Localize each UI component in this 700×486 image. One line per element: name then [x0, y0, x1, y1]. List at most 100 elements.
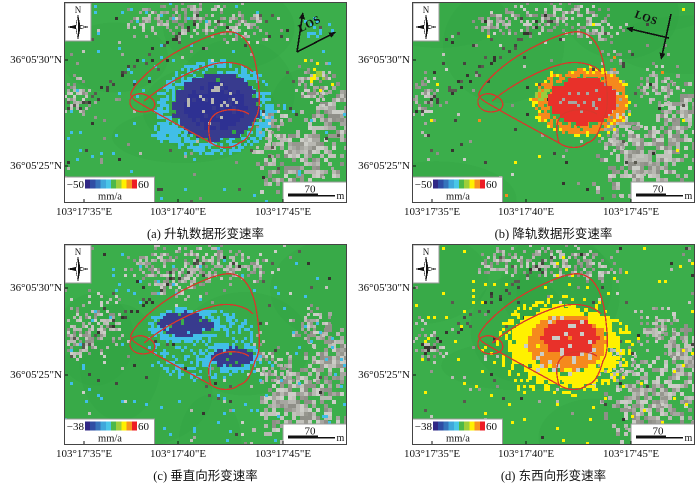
colorbar-strip: [474, 421, 480, 431]
lon-label: 103°17'35"E: [403, 448, 461, 460]
colorbar-strip: [100, 421, 106, 431]
colorbar-strip: [121, 421, 127, 431]
colorbar-strip: [100, 179, 106, 189]
colorbar-strip: [121, 179, 127, 189]
colorbar-strip: [459, 179, 465, 189]
colorbar-strip: [116, 421, 122, 431]
colorbar-strip: [105, 179, 111, 189]
lat-label: 36°05'30"N: [358, 282, 410, 294]
colorbar-strip: [126, 179, 132, 189]
svg-text:70: 70: [305, 184, 317, 196]
colorbar-strip: [90, 179, 96, 189]
landslide-outline: [477, 273, 609, 391]
panel-descending: 36°05'30"N 36°05'25"N N LOS −50 60 mm/a 70 m 1…: [358, 2, 695, 264]
colorbar-strip: [453, 179, 459, 189]
colorbar-strip: [85, 421, 91, 431]
colorbar-strip: [105, 421, 111, 431]
svg-text:mm/a: mm/a: [98, 192, 122, 203]
colorbar-strip: [464, 421, 470, 431]
colorbar-strip: [443, 179, 449, 189]
scalebar: 70m: [630, 181, 695, 203]
colorbar-strip: [90, 421, 96, 431]
map-border: [64, 244, 347, 445]
terrain: [412, 2, 695, 203]
colorbar-strip: [479, 179, 485, 189]
compass-icon: N: [412, 2, 440, 42]
svg-text:N: N: [75, 5, 82, 15]
colorbar-strip: [448, 179, 454, 189]
panel-caption: (a) 升轨数据形变速率: [147, 227, 264, 241]
lon-label: 103°17'40"E: [497, 448, 555, 460]
svg-text:m: m: [337, 191, 345, 202]
colorbar-strip: [111, 179, 117, 189]
colorbar-strip: [433, 421, 439, 431]
terrain: [412, 244, 695, 445]
colorbar-strip: [126, 421, 132, 431]
colorbar-strip: [85, 179, 91, 189]
colorbar-strip: [111, 421, 117, 431]
colorbar: −50 60 mm/a: [64, 176, 155, 203]
colorbar-strip: [131, 421, 137, 431]
lon-label: 103°17'45"E: [602, 206, 660, 218]
colorbar-strip: [116, 179, 122, 189]
colorbar-strip: [464, 179, 470, 189]
lat-label: 36°05'25"N: [358, 369, 410, 381]
colorbar-strip: [469, 179, 475, 189]
lat-label: 36°05'30"N: [10, 54, 62, 66]
lon-label: 103°17'40"E: [497, 206, 555, 218]
panel-caption: (d) 东西向形变速率: [500, 469, 607, 483]
lon-label: 103°17'45"E: [602, 448, 660, 460]
panel-caption: (c) 垂直向形变速率: [153, 469, 258, 483]
lon-label: 103°17'35"E: [403, 206, 461, 218]
panel-ascending: 36°05'30"N 36°05'25"N N LOS −50 60 mm/a 70 m 1…: [10, 2, 347, 264]
lon-label: 103°17'45"E: [254, 448, 312, 460]
landslide-outline: [129, 31, 261, 149]
panel-caption: (b) 降轨数据形变速率: [494, 227, 613, 241]
lat-label: 36°05'25"N: [10, 369, 62, 381]
colorbar-strip: [443, 421, 449, 431]
map-border: [412, 2, 695, 203]
compass-icon: N: [64, 244, 92, 284]
lat-label: 36°05'25"N: [358, 160, 410, 172]
scalebar: 70m: [282, 423, 347, 445]
colorbar-strip: [438, 179, 444, 189]
colorbar-strip: [95, 421, 101, 431]
lat-label: 36°05'30"N: [10, 282, 62, 294]
lon-label: 103°17'40"E: [149, 448, 207, 460]
colorbar-strip: [474, 179, 480, 189]
panel-eastwest: 36°05'30"N 36°05'25"N N −38 60 mm/a 70 m 103°…: [358, 244, 695, 486]
lon-label: 103°17'35"E: [55, 206, 113, 218]
colorbar-strip: [479, 421, 485, 431]
panel-vertical: 36°05'30"N 36°05'25"N N −38 60 mm/a 70 m 103°…: [10, 244, 347, 486]
colorbar-strip: [95, 179, 101, 189]
lon-label: 103°17'40"E: [149, 206, 207, 218]
landslide-outline: [477, 31, 609, 149]
colorbar-strip: [453, 421, 459, 431]
map-border: [412, 244, 695, 445]
lon-label: 103°17'45"E: [254, 206, 312, 218]
colorbar-strip: [433, 179, 439, 189]
svg-text:−50: −50: [67, 179, 85, 191]
colorbar-strip: [469, 421, 475, 431]
svg-text:60: 60: [138, 179, 150, 191]
lat-label: 36°05'25"N: [10, 160, 62, 172]
deformation-blob: [151, 59, 277, 155]
compass-icon: N: [64, 2, 92, 42]
landslide-outline: [129, 273, 261, 391]
compass-icon: N: [412, 244, 440, 284]
map-border: [64, 2, 347, 203]
scalebar: 70m: [630, 423, 695, 445]
colorbar-strip: [131, 179, 137, 189]
lat-label: 36°05'30"N: [358, 54, 410, 66]
scalebar: 70 m: [282, 181, 347, 203]
colorbar-strip: [438, 421, 444, 431]
colorbar-strip: [448, 421, 454, 431]
